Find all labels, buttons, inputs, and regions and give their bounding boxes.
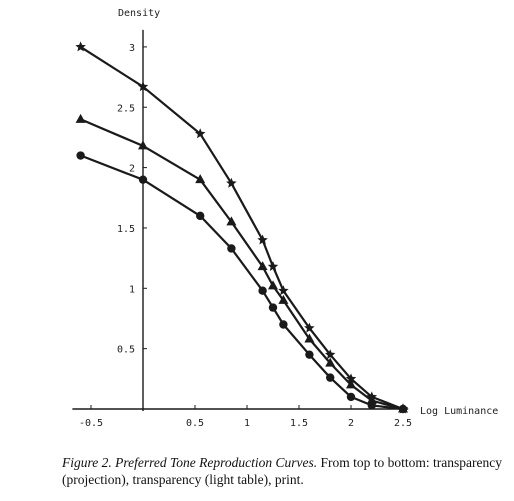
data-point-circle bbox=[305, 350, 314, 359]
data-point-star bbox=[324, 349, 336, 360]
x-tick-label: 0.5 bbox=[186, 418, 204, 429]
tone-reproduction-chart: -0.5 0.5 1 1.5 2 2.5 0.5 1 1.5 2 2.5 3 Density Log … bbox=[72, 8, 498, 429]
y-tick-label: 3 bbox=[129, 43, 135, 54]
series-line-star bbox=[80, 45, 404, 411]
data-point-triangle bbox=[138, 140, 148, 150]
data-point-star bbox=[304, 322, 315, 333]
y-tick-label: 1 bbox=[129, 284, 135, 295]
data-point-star bbox=[278, 285, 289, 296]
data-point-circle bbox=[326, 373, 335, 382]
data-point-triangle bbox=[195, 174, 206, 184]
data-point-triangle bbox=[268, 280, 278, 290]
caption-body: From top to bottom: transparency (projec… bbox=[62, 455, 502, 487]
data-point-circle bbox=[196, 211, 205, 221]
series-triangle bbox=[75, 113, 408, 413]
data-point-star bbox=[194, 128, 206, 139]
y-axis-title: Density bbox=[118, 8, 160, 19]
caption-lead: Figure 2. Preferred Tone Reproduction Cu… bbox=[62, 455, 318, 470]
data-point-star bbox=[267, 261, 279, 272]
data-point-star bbox=[75, 41, 86, 52]
y-tick-label: 2.5 bbox=[117, 103, 135, 114]
data-point-circle bbox=[227, 244, 236, 253]
data-point-triangle bbox=[346, 379, 356, 389]
x-tick-label: 1 bbox=[244, 418, 250, 429]
series-circle bbox=[76, 151, 408, 414]
data-point-circle bbox=[76, 151, 85, 160]
data-point-triangle bbox=[325, 357, 336, 367]
x-tick-label: 2 bbox=[348, 418, 354, 429]
series-group bbox=[75, 41, 409, 414]
x-tick-label: -0.5 bbox=[79, 418, 103, 429]
x-tick-label: 1.5 bbox=[290, 418, 308, 429]
data-point-circle bbox=[279, 320, 288, 329]
figure-caption: Figure 2. Preferred Tone Reproduction Cu… bbox=[62, 454, 512, 488]
y-tick-label: 1.5 bbox=[117, 224, 135, 235]
data-point-star bbox=[226, 177, 237, 188]
x-axis-title: Log Luminance bbox=[420, 406, 498, 417]
data-point-triangle bbox=[75, 113, 86, 123]
data-point-circle bbox=[367, 401, 376, 410]
data-point-triangle bbox=[278, 294, 289, 304]
axes: -0.5 0.5 1 1.5 2 2.5 0.5 1 1.5 2 2.5 3 bbox=[72, 29, 412, 429]
data-point-circle bbox=[258, 286, 267, 295]
data-point-circle bbox=[346, 392, 356, 402]
data-point-circle bbox=[268, 303, 278, 312]
y-tick-label: 0.5 bbox=[117, 345, 135, 356]
data-point-star bbox=[257, 234, 268, 245]
data-point-triangle bbox=[366, 395, 377, 405]
y-tick-label: 2 bbox=[129, 164, 135, 175]
x-tick-label: 2.5 bbox=[394, 418, 412, 429]
series-line-circle bbox=[80, 154, 404, 411]
data-point-star bbox=[137, 81, 149, 92]
data-point-circle bbox=[138, 175, 148, 184]
data-point-triangle bbox=[257, 261, 268, 271]
data-point-circle bbox=[398, 404, 408, 414]
data-point-triangle bbox=[304, 333, 315, 343]
data-point-triangle bbox=[226, 216, 237, 226]
